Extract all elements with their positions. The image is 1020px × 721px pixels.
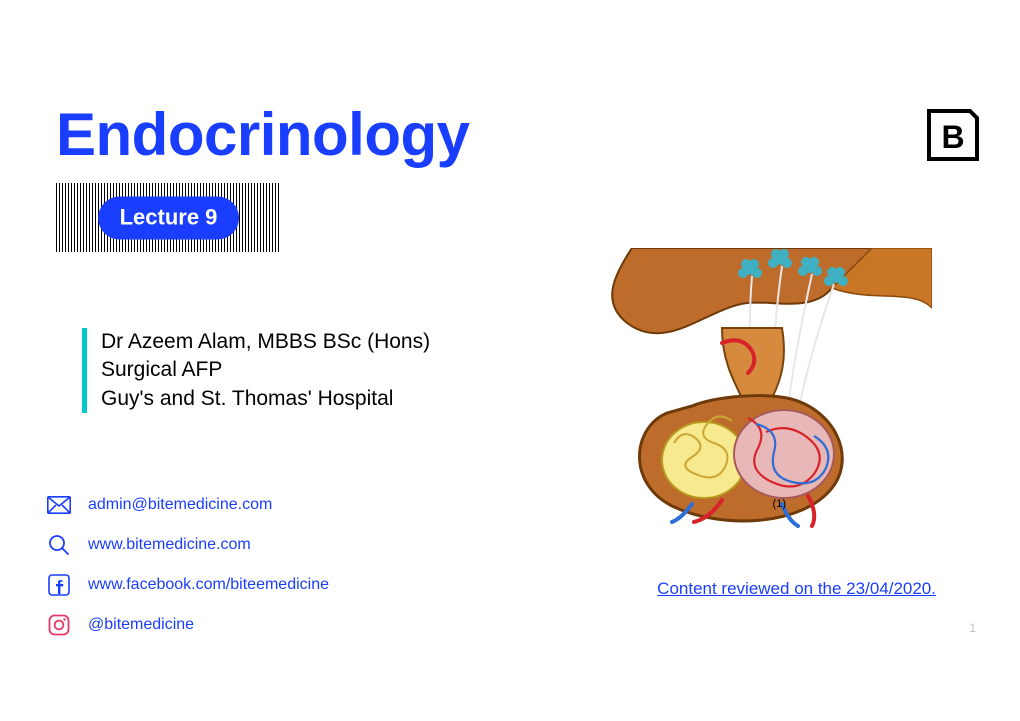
contact-email-row: admin@bitemedicine.com [44, 485, 329, 525]
content-review-note: Content reviewed on the 23/04/2020. [657, 579, 936, 599]
contact-website-text[interactable]: www.bitemedicine.com [88, 536, 251, 554]
lecture-pill: Lecture 9 [98, 196, 240, 239]
author-line-3: Guy's and St. Thomas' Hospital [101, 385, 430, 413]
author-line-1: Dr Azeem Alam, MBBS BSc (Hons) [101, 328, 430, 356]
contact-facebook-text[interactable]: www.facebook.com/biteemedicine [88, 576, 329, 594]
svg-text:B: B [941, 119, 964, 155]
search-icon [44, 534, 74, 556]
facebook-icon [44, 574, 74, 596]
contact-instagram-text[interactable]: @bitemedicine [88, 616, 194, 634]
instagram-icon [44, 614, 74, 636]
contact-email-text[interactable]: admin@bitemedicine.com [88, 496, 272, 514]
contact-website-row: www.bitemedicine.com [44, 525, 329, 565]
author-block: Dr Azeem Alam, MBBS BSc (Hons) Surgical … [82, 328, 430, 413]
pituitary-illustration [572, 248, 932, 528]
contact-instagram-row: @bitemedicine [44, 605, 329, 645]
page-title: Endocrinology [56, 100, 470, 169]
page-number: 1 [969, 621, 976, 635]
author-line-2: Surgical AFP [101, 356, 430, 384]
contact-list: admin@bitemedicine.com www.bitemedicine.… [44, 485, 329, 645]
lecture-badge-group: Lecture 9 [56, 183, 281, 252]
brand-logo: B [926, 108, 980, 162]
email-icon [44, 496, 74, 514]
illustration-citation: (1) [773, 498, 786, 510]
contact-facebook-row: www.facebook.com/biteemedicine [44, 565, 329, 605]
